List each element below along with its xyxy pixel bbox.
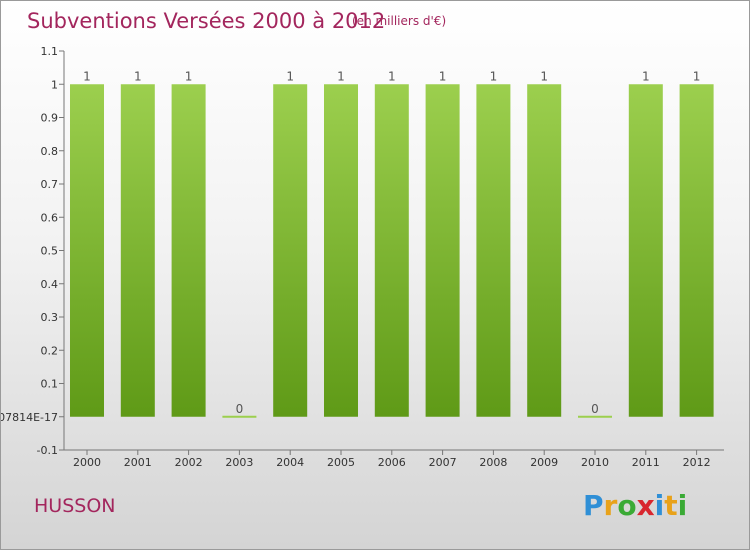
- x-tick-label-2007: 2007: [429, 456, 457, 469]
- x-tick-label-2001: 2001: [124, 456, 152, 469]
- y-tick-label: 0.6: [41, 211, 59, 224]
- y-tick-label: 0.3: [41, 311, 59, 324]
- y-tick-label: -0.1: [37, 444, 58, 457]
- bar-2010: [578, 415, 612, 418]
- chart-title: Subventions Versées 2000 à 2012: [27, 9, 386, 33]
- bar-2002: [171, 84, 206, 417]
- bar-2008: [476, 84, 511, 417]
- x-tick-label-2003: 2003: [225, 456, 253, 469]
- logo-letter: P: [583, 489, 604, 522]
- y-tick-label: 0.4: [41, 278, 59, 291]
- value-label-2002: 1: [185, 69, 193, 83]
- bar-2007: [425, 84, 460, 417]
- value-label-2001: 1: [134, 69, 142, 83]
- x-tick-label-2005: 2005: [327, 456, 355, 469]
- x-tick-label-2010: 2010: [581, 456, 609, 469]
- x-tick-label-2004: 2004: [276, 456, 304, 469]
- y-tick-label: 0.8: [41, 145, 59, 158]
- value-label-2007: 1: [439, 69, 447, 83]
- value-label-2000: 1: [83, 69, 91, 83]
- logo-letter: i: [677, 489, 688, 522]
- y-tick-label: 0.1: [41, 378, 59, 391]
- logo-letter: x: [636, 489, 655, 522]
- y-tick-label: 0.5: [41, 245, 59, 258]
- y-tick-label: 1.3877787807814E-17: [1, 411, 58, 424]
- bar-2006: [374, 84, 409, 417]
- logo-letter: o: [617, 489, 637, 522]
- x-tick-label-2011: 2011: [632, 456, 660, 469]
- bar-2009: [527, 84, 562, 417]
- value-label-2010: 0: [591, 402, 599, 416]
- bar-2011: [628, 84, 663, 417]
- value-label-2006: 1: [388, 69, 396, 83]
- y-tick-label: 0.2: [41, 344, 59, 357]
- y-tick-label: 1: [51, 78, 58, 91]
- bar-2000: [70, 84, 104, 417]
- bar-2003: [222, 415, 257, 418]
- logo-letter: r: [603, 489, 618, 522]
- proxiti-logo: Proxiti: [583, 489, 687, 522]
- value-label-2011: 1: [642, 69, 650, 83]
- x-tick-label-2009: 2009: [530, 456, 558, 469]
- y-tick-label: 0.7: [41, 178, 59, 191]
- x-tick-label-2002: 2002: [175, 456, 203, 469]
- y-tick-label: 0.9: [41, 112, 59, 125]
- chart-unit-note: (en milliers d'€): [352, 14, 447, 28]
- x-tick-label-2012: 2012: [683, 456, 711, 469]
- value-label-2004: 1: [286, 69, 294, 83]
- logo-letter: i: [654, 489, 665, 522]
- value-label-2009: 1: [540, 69, 548, 83]
- value-label-2005: 1: [337, 69, 345, 83]
- x-tick-label-2000: 2000: [73, 456, 101, 469]
- value-label-2008: 1: [490, 69, 498, 83]
- y-tick-label: 1.1: [41, 45, 59, 58]
- commune-name: HUSSON: [34, 495, 116, 517]
- value-label-2012: 1: [693, 69, 701, 83]
- bar-2005: [324, 84, 358, 417]
- bar-2012: [679, 84, 714, 417]
- bar-2004: [273, 84, 308, 417]
- value-label-2003: 0: [236, 402, 244, 416]
- bar-2001: [120, 84, 155, 417]
- x-tick-label-2006: 2006: [378, 456, 406, 469]
- logo-letter: t: [664, 489, 678, 522]
- x-tick-label-2008: 2008: [479, 456, 507, 469]
